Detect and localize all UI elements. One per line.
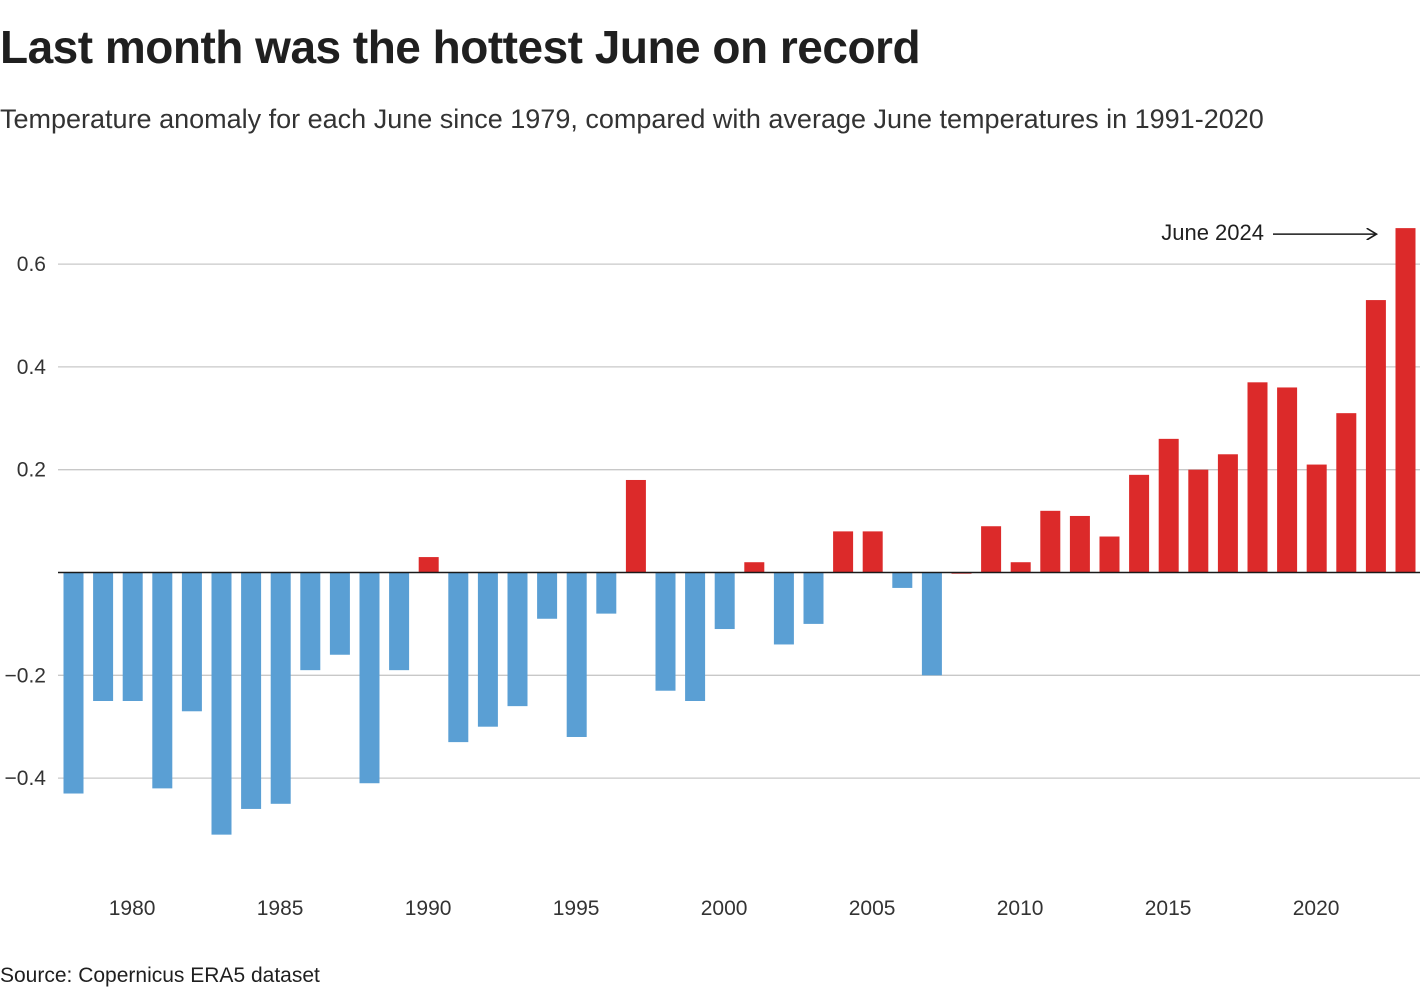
annotation-label: June 2024 xyxy=(1161,220,1264,245)
bar-1993 xyxy=(477,572,498,727)
annotation: June 2024 xyxy=(1161,220,1376,245)
x-tick-label: 2020 xyxy=(1293,897,1340,920)
bar-2001 xyxy=(714,572,735,630)
bar-1988 xyxy=(329,572,350,655)
bar-1990 xyxy=(389,572,410,671)
bar-2022 xyxy=(1336,413,1357,573)
y-axis-ticks: −0.4 −0.2 0.2 0.6 0.4 xyxy=(5,253,47,790)
bar-1991 xyxy=(418,557,439,573)
y-tick-label: −0.2 xyxy=(5,664,46,687)
bar-2004 xyxy=(803,572,824,624)
bar-2010 xyxy=(981,526,1002,573)
x-axis-ticks: 1980 1985 1990 1995 2000 2005 2010 2015 2020 xyxy=(109,897,1340,920)
bar-2005 xyxy=(833,531,854,573)
bar-2014 xyxy=(1099,536,1120,573)
bar-2006 xyxy=(862,531,883,573)
bar-chart: −0.4 −0.2 0.2 0.6 0.4 1980 1985 1990 1995 2000 20… xyxy=(5,220,1420,920)
x-tick-label: 2015 xyxy=(1145,897,1192,920)
bar-1981 xyxy=(122,572,143,701)
bar-2018 xyxy=(1217,454,1238,573)
bar-2008 xyxy=(921,572,942,676)
chart-source: Source: Copernicus ERA5 dataset xyxy=(0,964,320,987)
bar-2019 xyxy=(1247,382,1268,573)
x-tick-label: 1990 xyxy=(405,897,452,920)
bar-1992 xyxy=(448,572,469,743)
x-tick-label: 1995 xyxy=(553,897,600,920)
bar-2021 xyxy=(1306,464,1327,573)
bar-1984 xyxy=(211,572,232,835)
x-tick-label: 2010 xyxy=(997,897,1044,920)
bar-2020 xyxy=(1277,387,1298,573)
bar-2011 xyxy=(1010,562,1031,573)
bar-1999 xyxy=(655,572,676,691)
bar-2016 xyxy=(1158,438,1179,573)
chart-subtitle: Temperature anomaly for each June since … xyxy=(0,104,1264,134)
bar-2003 xyxy=(773,572,794,645)
x-tick-label: 2000 xyxy=(701,897,748,920)
bar-1983 xyxy=(181,572,202,712)
bar-1998 xyxy=(625,479,646,573)
x-tick-label: 1985 xyxy=(257,897,304,920)
bar-1980 xyxy=(93,572,114,701)
chart-title: Last month was the hottest June on recor… xyxy=(0,21,921,73)
bar-1982 xyxy=(152,572,173,789)
bar-1996 xyxy=(566,572,587,737)
bar-2015 xyxy=(1129,474,1150,573)
bar-2002 xyxy=(744,562,765,573)
bar-2012 xyxy=(1040,510,1061,573)
y-tick-label: 0.4 xyxy=(17,356,47,379)
bar-2024 xyxy=(1395,228,1416,573)
bar-1997 xyxy=(596,572,617,614)
bar-1985 xyxy=(241,572,262,809)
y-tick-label: 0.2 xyxy=(17,459,46,482)
gridlines xyxy=(58,263,1420,779)
bar-2000 xyxy=(685,572,706,701)
y-tick-label: −0.4 xyxy=(5,767,47,790)
bar-1994 xyxy=(507,572,528,707)
x-tick-label: 1980 xyxy=(109,897,156,920)
bars xyxy=(63,228,1416,835)
bar-2013 xyxy=(1069,515,1090,573)
y-tick-label: 0.6 xyxy=(17,253,46,276)
bar-1979 xyxy=(63,572,84,794)
bar-2023 xyxy=(1365,300,1386,573)
bar-2017 xyxy=(1188,469,1209,573)
bar-2007 xyxy=(892,572,913,588)
bar-1986 xyxy=(270,572,291,804)
bar-1995 xyxy=(537,572,558,619)
bar-1987 xyxy=(300,572,321,671)
bar-1989 xyxy=(359,572,380,784)
x-tick-label: 2005 xyxy=(849,897,896,920)
